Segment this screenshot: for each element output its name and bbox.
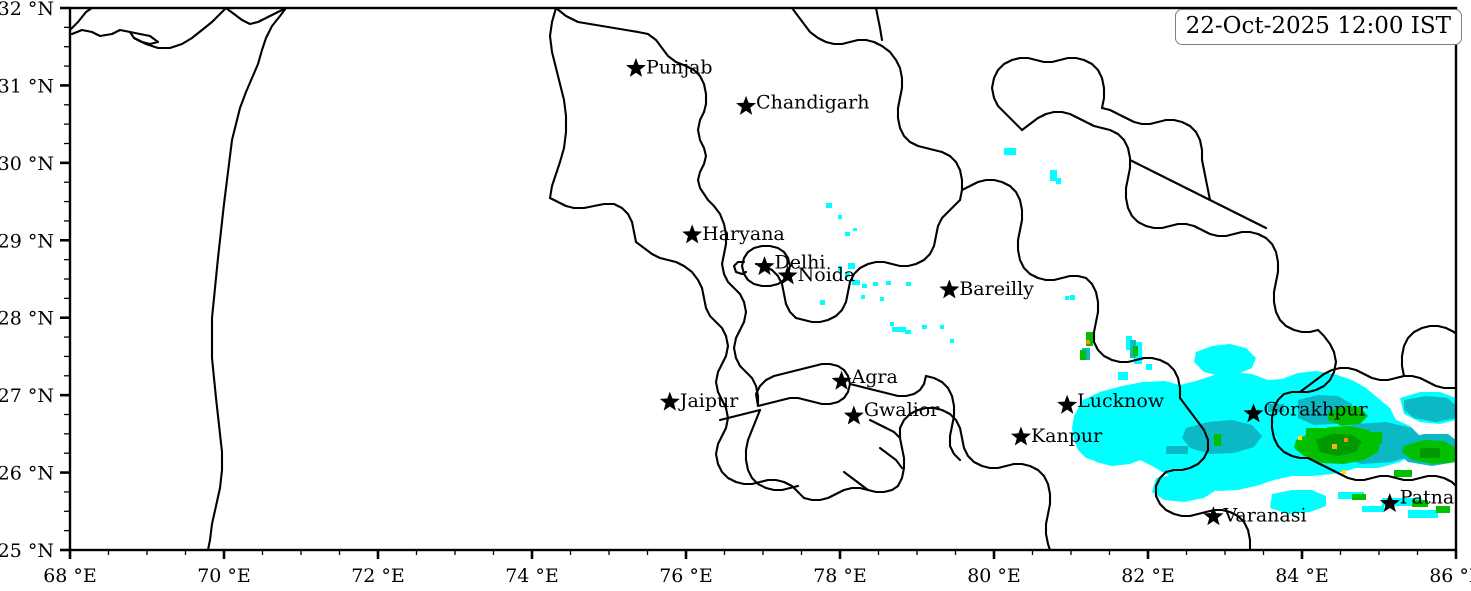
x-axis-tick-label: 70 °E bbox=[197, 565, 251, 587]
x-axis-tick-label: 76 °E bbox=[659, 565, 713, 587]
city-label: Kanpur bbox=[1031, 425, 1103, 447]
y-axis-tick-label: 25 °N bbox=[0, 540, 54, 562]
star-icon bbox=[736, 95, 757, 115]
city-marker-jaipur[interactable]: Jaipur bbox=[659, 390, 739, 412]
city-label: Bareilly bbox=[959, 278, 1034, 300]
city-marker-bareilly[interactable]: Bareilly bbox=[939, 278, 1034, 300]
radar-echo-peak-cells bbox=[1086, 340, 1348, 474]
star-icon bbox=[831, 370, 852, 390]
star-icon bbox=[777, 265, 798, 285]
city-marker-kanpur[interactable]: Kanpur bbox=[1010, 425, 1103, 447]
radar-echo-layer bbox=[820, 148, 1456, 518]
city-label: Jaipur bbox=[678, 390, 739, 412]
y-axis-tick-label: 31 °N bbox=[0, 75, 54, 97]
star-icon bbox=[659, 391, 680, 411]
y-axis-tick-label: 27 °N bbox=[0, 385, 54, 407]
star-icon bbox=[625, 57, 646, 77]
city-label: Patna bbox=[1400, 487, 1454, 509]
star-icon bbox=[682, 224, 703, 244]
star-icon bbox=[843, 405, 864, 425]
x-axis-tick-label: 84 °E bbox=[1275, 565, 1329, 587]
city-marker-patna[interactable]: Patna bbox=[1379, 487, 1454, 513]
x-axis-tick-label: 68 °E bbox=[43, 565, 97, 587]
star-icon bbox=[939, 279, 960, 299]
city-label: Gorakhpur bbox=[1263, 399, 1368, 421]
x-axis-tick-label: 82 °E bbox=[1121, 565, 1175, 587]
y-axis-tick-label: 30 °N bbox=[0, 153, 54, 175]
city-label: Punjab bbox=[646, 56, 713, 78]
city-marker-varanasi[interactable]: Varanasi bbox=[1203, 505, 1307, 527]
star-icon bbox=[754, 256, 775, 276]
city-marker-punjab[interactable]: Punjab bbox=[625, 56, 713, 78]
y-axis-tick-label: 26 °N bbox=[0, 463, 54, 485]
y-axis-tick-label: 29 °N bbox=[0, 230, 54, 252]
timestamp-badge: 22-Oct-2025 12:00 IST bbox=[1174, 9, 1462, 46]
x-axis-tick-label: 80 °E bbox=[967, 565, 1021, 587]
city-marker-haryana[interactable]: Haryana bbox=[682, 223, 785, 245]
star-icon bbox=[1379, 493, 1400, 513]
star-icon bbox=[1203, 506, 1224, 526]
city-label: Agra bbox=[851, 366, 898, 388]
radar-echo-core-darkgreen bbox=[1316, 434, 1440, 458]
city-label: Gwalior bbox=[864, 399, 940, 421]
city-label: Chandigarh bbox=[756, 91, 869, 113]
city-marker-chandigarh[interactable]: Chandigarh bbox=[736, 91, 869, 115]
city-marker-gwalior[interactable]: Gwalior bbox=[843, 399, 940, 425]
x-axis-tick-label: 86 °E bbox=[1429, 565, 1471, 587]
star-icon bbox=[1010, 426, 1031, 446]
x-axis-tick-label: 74 °E bbox=[505, 565, 559, 587]
x-axis-tick-label: 72 °E bbox=[351, 565, 405, 587]
city-label: Varanasi bbox=[1222, 505, 1306, 527]
star-icon bbox=[1057, 394, 1078, 414]
city-marker-agra[interactable]: Agra bbox=[831, 366, 898, 390]
y-axis-tick-label: 28 °N bbox=[0, 308, 54, 330]
city-label: Noida bbox=[798, 264, 856, 286]
city-marker-noida[interactable]: Noida bbox=[777, 264, 856, 286]
city-marker-lucknow[interactable]: Lucknow bbox=[1057, 390, 1165, 414]
star-icon bbox=[1243, 403, 1264, 423]
x-axis-tick-label: 78 °E bbox=[813, 565, 867, 587]
boundary-north-1 bbox=[70, 8, 94, 32]
city-label: Haryana bbox=[702, 223, 785, 245]
city-marker-gorakhpur[interactable]: Gorakhpur bbox=[1243, 399, 1369, 423]
radar-echo-scattered-west bbox=[820, 148, 1075, 343]
administrative-boundaries bbox=[70, 8, 1456, 550]
y-axis-tick-label: 32 °N bbox=[0, 0, 54, 20]
city-marker-layer: PunjabChandigarhHaryanaDelhiNoidaBareill… bbox=[625, 56, 1454, 527]
city-label: Lucknow bbox=[1077, 390, 1165, 412]
